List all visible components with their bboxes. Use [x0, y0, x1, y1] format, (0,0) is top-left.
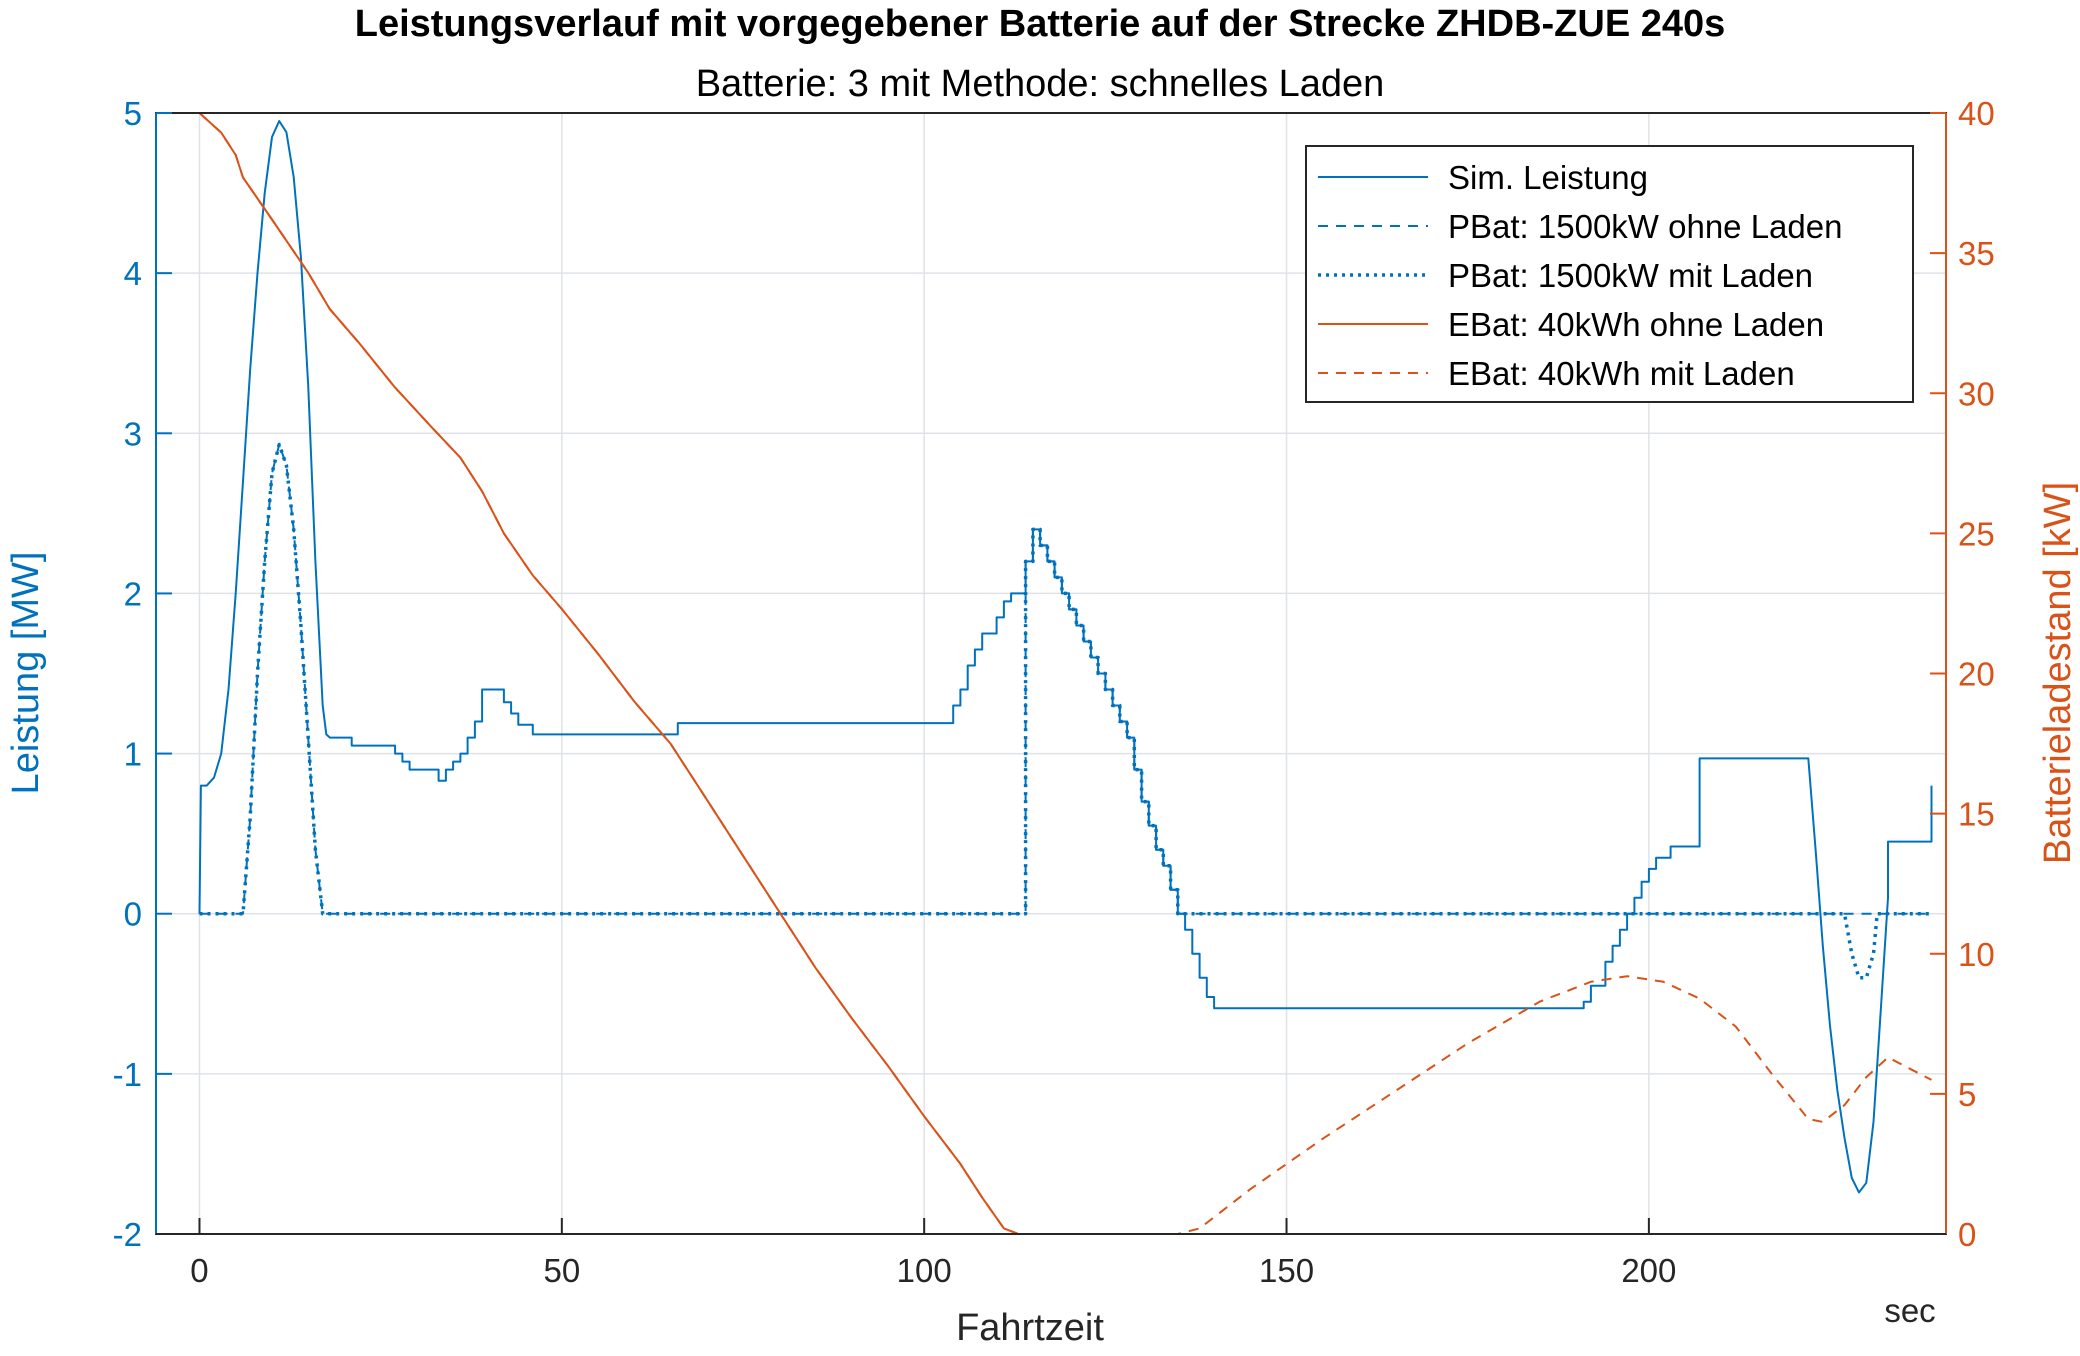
series-line-2 — [199, 443, 1932, 915]
legend-label: PBat: 1500kW ohne Laden — [1448, 208, 1842, 245]
series-line-5 — [198, 112, 1932, 1235]
x-axis-unit-label: sec — [1884, 1292, 1935, 1329]
legend-label: EBat: 40kWh ohne Laden — [1448, 306, 1824, 343]
left-axis-label: Leistung [MW] — [5, 552, 47, 795]
left-axis-tick-label: 0 — [124, 896, 142, 933]
right-axis-tick-label: 15 — [1958, 796, 1995, 833]
x-axis-label: Fahrtzeit — [956, 1307, 1104, 1349]
x-axis-tick-label: 200 — [1621, 1252, 1676, 1289]
right-axis-tick-label: 35 — [1958, 235, 1995, 272]
chart-subtitle: Batterie: 3 mit Methode: schnelles Laden — [696, 63, 1385, 105]
right-axis-tick-label: 40 — [1958, 95, 1995, 132]
left-axis-tick-label: 3 — [124, 415, 142, 452]
left-axis-tick-label: 1 — [124, 736, 142, 773]
right-axis-tick-label: 20 — [1958, 656, 1995, 693]
left-axis-tick-label: 2 — [124, 575, 142, 612]
x-axis-tick-label: 0 — [190, 1252, 208, 1289]
legend-label: EBat: 40kWh mit Laden — [1448, 355, 1795, 392]
left-axis-tick-label: -1 — [113, 1056, 142, 1093]
x-axis-tick-label: 100 — [897, 1252, 952, 1289]
left-axis-tick-label: 4 — [124, 255, 142, 292]
left-axis-tick-label: -2 — [113, 1216, 142, 1253]
legend: Sim. Leistung PBat: 1500kW ohne Laden PBat… — [1305, 145, 1914, 403]
right-axis-tick-label: 5 — [1958, 1076, 1976, 1113]
chart-title: Leistungsverlauf mit vorgegebener Batter… — [355, 3, 1726, 45]
legend-label: PBat: 1500kW mit Laden — [1448, 257, 1813, 294]
left-axis-tick-label: 5 — [124, 95, 142, 132]
series-line-3 — [199, 442, 1932, 980]
legend-label: Sim. Leistung — [1448, 159, 1648, 196]
x-axis-tick-label: 150 — [1259, 1252, 1314, 1289]
x-axis-tick-label: 50 — [543, 1252, 580, 1289]
right-axis-tick-label: 30 — [1958, 375, 1995, 412]
right-axis-tick-label: 10 — [1958, 936, 1995, 973]
right-axis-tick-label: 25 — [1958, 515, 1995, 552]
right-axis-tick-label: 0 — [1958, 1216, 1976, 1253]
plot-lines — [198, 112, 1933, 1235]
right-axis-label: Batterieladestand [kW] — [2037, 482, 2079, 864]
